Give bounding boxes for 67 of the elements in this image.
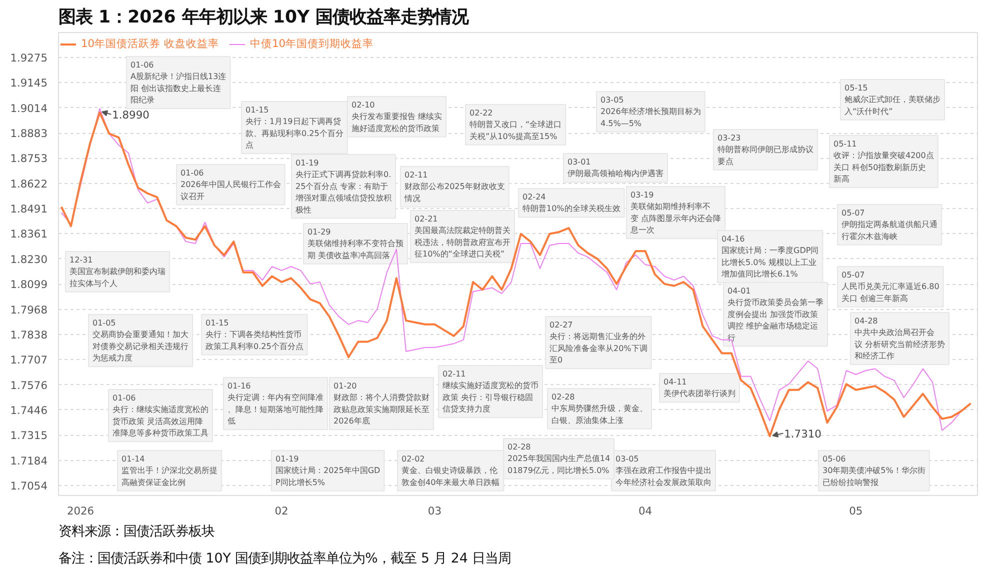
x-tick-label: 2026 bbox=[66, 504, 94, 518]
annotation: 02-27 央行：将远期售汇业务的外汇风险准备金率从20%下调至0 bbox=[550, 320, 648, 365]
y-tick-label: 1.8361 bbox=[10, 228, 48, 241]
x-tick-label: 03 bbox=[428, 504, 442, 518]
annotation: 01-19 央行正式下调再贷款利率0.25个百分点 专家：有助于增强对重点领域信贷投放积极性 bbox=[294, 158, 392, 214]
annotation: 05-07 人民币兑美元汇率逼近6.80关口 创逾三年新高 bbox=[842, 270, 940, 303]
annotation: 02-11 继续实施好适度宽松的货币政策 央行：引导银行稳固信贷支持力度 bbox=[442, 370, 538, 414]
annotation: 01-20 财政部：将个人消费贷款财政贴息政策实施期限延长至2026年底 bbox=[334, 382, 430, 426]
y-tick-label: 1.7576 bbox=[10, 378, 48, 392]
y-tick-label: 1.9275 bbox=[10, 52, 48, 65]
annotation: 04-01 央行货币政策委员会第一季度例会提出 加强货币政策调控 维护金融市场稳定运行 bbox=[728, 286, 824, 342]
annotation: 03-01 伊朗最高领袖哈梅内伊遇害 bbox=[568, 158, 664, 178]
annotation: 02-21 美国最高法院裁定特朗普关税违法，特朗普政府宣布开征10%的“全球进口关税” bbox=[414, 214, 510, 259]
annotation: 02-28 中东局势骤然升级，黄金、白银、原油集体上涨 bbox=[552, 392, 648, 425]
y-tick-label: 1.8099 bbox=[10, 278, 48, 292]
text: 备注：国债活跃券和中债 10Y 国债到期收益率单位为%，截至 5 月 24 日当周 bbox=[58, 550, 512, 566]
y-tick-label: 1.8230 bbox=[10, 252, 48, 266]
annotation: 1.8990 bbox=[112, 108, 150, 122]
annotation: 01-29 美联储维持利率不变符合预期 美债收益率冲高回落 bbox=[308, 228, 404, 260]
x-tick-label: 05 bbox=[849, 504, 863, 518]
annotation: 04-16 国家统计局：一季度GDP同比增长5.0% 规模以上工业增加值同比增长6.1% bbox=[720, 234, 819, 279]
annotation: 02-22 特朗普又改口，“全球进口关税”从10%提高至15% bbox=[470, 108, 562, 141]
annotation: 04-11 美伊代表团举行谈判 bbox=[664, 378, 736, 398]
annotation: 02-28 2025年我国国内生产总值1401879亿元，同比增长5.0% bbox=[508, 442, 610, 475]
annotation: 01-06 2026年中国人民银行工作会议召开 bbox=[180, 168, 281, 201]
y-tick-label: 1.7707 bbox=[10, 354, 48, 367]
legend-label: 10年国债活跃券 收盘收益率 bbox=[81, 37, 219, 51]
annotation: 02-11 财政部公布2025年财政收支情况 bbox=[404, 170, 505, 203]
x-tick-label: 04 bbox=[638, 504, 652, 518]
annotation: 03-05 2026年经济增长预期目标为4.5%—5% bbox=[600, 96, 701, 128]
annotation: 03-19 美联储如期维持利率不变 点阵图显示年内还会降息一次 bbox=[630, 190, 722, 235]
annotation: 1.7310 bbox=[784, 427, 822, 440]
y-tick-label: 1.7838 bbox=[10, 328, 48, 342]
annotation: 05-06 30年期美债冲破5%！华尔街已纷纷拉响警报 bbox=[822, 454, 926, 487]
y-tick-label: 1.7446 bbox=[10, 404, 48, 417]
annotation: 12-31 美国宣布制裁伊朗和委内瑞拉实体与个人 bbox=[70, 256, 166, 288]
y-tick-label: 1.9014 bbox=[10, 102, 48, 115]
annotation: 01-05 交易商协会重要通知！加大对债券交易记录相关违规行为惩戒力度 bbox=[92, 318, 188, 363]
chart-title: 图表 1：2026 年年初以来 10Y 国债收益率走势情况 bbox=[58, 8, 470, 28]
text: 资料来源：国债活跃券板块 bbox=[58, 524, 214, 540]
y-tick-label: 1.9145 bbox=[10, 76, 48, 90]
y-tick-label: 1.8883 bbox=[10, 127, 48, 140]
y-tick-label: 1.8622 bbox=[10, 177, 48, 190]
y-tick-label: 1.7184 bbox=[10, 454, 48, 468]
annotation: 05-15 鲍威尔正式卸任，美联储步入“沃什时代” bbox=[844, 84, 940, 116]
annotation: 03-23 特朗普称同伊朗已形成协议要点 bbox=[718, 134, 814, 166]
annotation: 02-24 特朗普10%的全球关税生效 bbox=[522, 192, 620, 214]
annotation: 05-11 收评：沪指放量突破4200点关口 科创50指数刷新历史新高 bbox=[834, 140, 934, 184]
annotation: 01-15 央行：下调各类结构性货币政策工具利率0.25个百分点 bbox=[206, 318, 304, 351]
y-tick-label: 1.7054 bbox=[10, 479, 48, 492]
annotation: 01-14 监管出手！沪深北交易所提高融资保证金比例 bbox=[122, 454, 218, 487]
y-tick-label: 1.8753 bbox=[10, 152, 48, 166]
annotation: 02-10 央行发布重要报告 继续实施好适度宽松的货币政策 bbox=[352, 100, 442, 133]
annotation: 01-06 央行：继续实施适度宽松的货币政策 灵活高效运用降准降息等多种货币政策工具 bbox=[112, 394, 208, 438]
x-tick-label: 02 bbox=[274, 504, 288, 518]
annotation: 04-28 中共中央政治局召开会议 分析研究当前经济形势和经济工作 bbox=[854, 316, 946, 361]
annotation: 01-19 国家统计局：2025年中国GDP同比增长5% bbox=[276, 454, 380, 487]
y-tick-label: 1.7315 bbox=[10, 429, 48, 442]
y-tick-label: 1.7968 bbox=[10, 303, 48, 316]
annotation: 03-05 李强在政府工作报告中提出今年经济社会发展政策取向 bbox=[616, 454, 712, 487]
annotation: 05-07 伊朗指定两条航道供船只通行霍尔木兹海峡 bbox=[842, 208, 938, 241]
annotation: 01-16 央行定调：年内有空间降准、降息！短期落地可能性降低 bbox=[228, 382, 324, 426]
annotation: 02-02 黄金、白银史诗级暴跌，伦敦金创40年来最大单日跌幅 bbox=[402, 454, 500, 487]
y-tick-label: 1.8491 bbox=[10, 202, 48, 216]
legend-label: 中债10年国债到期收益率 bbox=[250, 37, 374, 51]
annotation: 01-15 央行：1月19日起下调再贷款、再贴现利率0.25个百分点 bbox=[246, 106, 344, 150]
annotation: 01-06 A股新纪录！沪指日线13连阳 创出该指数史上最长连阳纪录 bbox=[130, 60, 226, 105]
